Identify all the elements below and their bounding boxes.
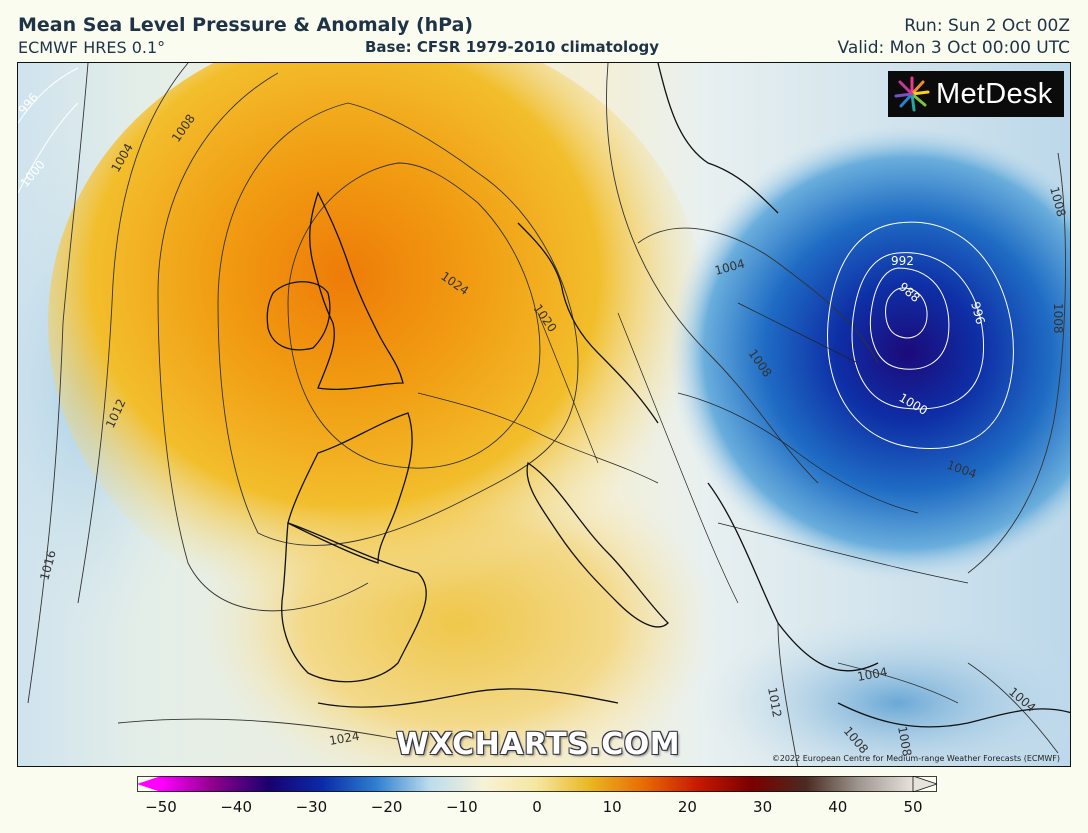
map-canvas: 996 1000 1004 1008 1012 1016 1020 1024 1…	[18, 63, 1070, 766]
metdesk-starburst-icon	[894, 76, 930, 112]
north-africa-coast	[317, 688, 619, 708]
colorbar-tick-label: 50	[903, 798, 923, 816]
colorbar-tick-label: 0	[532, 798, 542, 816]
north-sea-coast	[517, 222, 659, 424]
valid-time-label: Valid: Mon 3 Oct 00:00 UTC	[837, 38, 1070, 58]
low-pressure-anomaly	[668, 123, 1070, 583]
isobar-label: 1004	[856, 665, 889, 684]
isobar-label: 1008	[895, 725, 914, 758]
colorbar-tick-label: 30	[753, 798, 773, 816]
model-label: ECMWF HRES 0.1°	[18, 38, 166, 57]
isobar-label: 996	[968, 300, 987, 326]
metdesk-logo-text: MetDesk	[936, 77, 1053, 110]
high-pressure-anomaly	[48, 63, 708, 623]
scandinavia-coast	[657, 63, 779, 214]
ireland-outline	[266, 281, 331, 351]
anomaly-colorbar	[137, 776, 937, 792]
pressure-anomaly-map[interactable]: 996 1000 1004 1008 1012 1016 1020 1024 1…	[17, 62, 1071, 767]
ecmwf-copyright: ©2022 European Centre for Medium-range W…	[771, 754, 1060, 763]
colorbar-tick-label: −10	[445, 798, 478, 816]
colorbar-tick-label: 20	[677, 798, 697, 816]
colorbar-tick-label: −30	[295, 798, 328, 816]
country-borders	[417, 302, 969, 604]
chart-title: Mean Sea Level Pressure & Anomaly (hPa)	[18, 14, 474, 36]
balkans-coast	[707, 482, 879, 672]
colorbar-tick-label: −50	[145, 798, 177, 816]
coastlines	[266, 63, 1070, 728]
iberia-outline	[281, 522, 427, 683]
isobar-label: 992	[891, 254, 914, 268]
france-west-outline	[287, 412, 413, 564]
colorbar-tick-label: 10	[602, 798, 622, 816]
metdesk-logo: MetDesk	[888, 71, 1064, 117]
isobar-label: 1012	[765, 686, 784, 719]
wxcharts-watermark: WXCHARTS.COM	[396, 727, 681, 762]
turkey-coast	[837, 702, 1070, 728]
run-time-label: Run: Sun 2 Oct 00Z	[904, 16, 1070, 36]
climatology-base-label: Base: CFSR 1979-2010 climatology	[365, 38, 660, 56]
colorbar-tick-label: −40	[220, 798, 253, 816]
isobar-lines	[27, 63, 1066, 766]
isobar-label: 1024	[328, 729, 361, 748]
colorbar-gradient	[161, 776, 913, 792]
italy-outline	[526, 461, 669, 628]
colorbar-tick-label: −20	[370, 798, 403, 816]
great-britain-outline	[309, 191, 404, 391]
colorbar-tick-labels: −50 −40 −30 −20 −10 0 10 20 30 40 50	[0, 798, 1088, 818]
colorbar-min-arrow	[137, 776, 161, 792]
colorbar-max-arrow	[912, 776, 937, 792]
low-isobars	[18, 67, 1014, 450]
colorbar-tick-label: 40	[828, 798, 848, 816]
isobar-label: 1008	[1051, 303, 1065, 334]
